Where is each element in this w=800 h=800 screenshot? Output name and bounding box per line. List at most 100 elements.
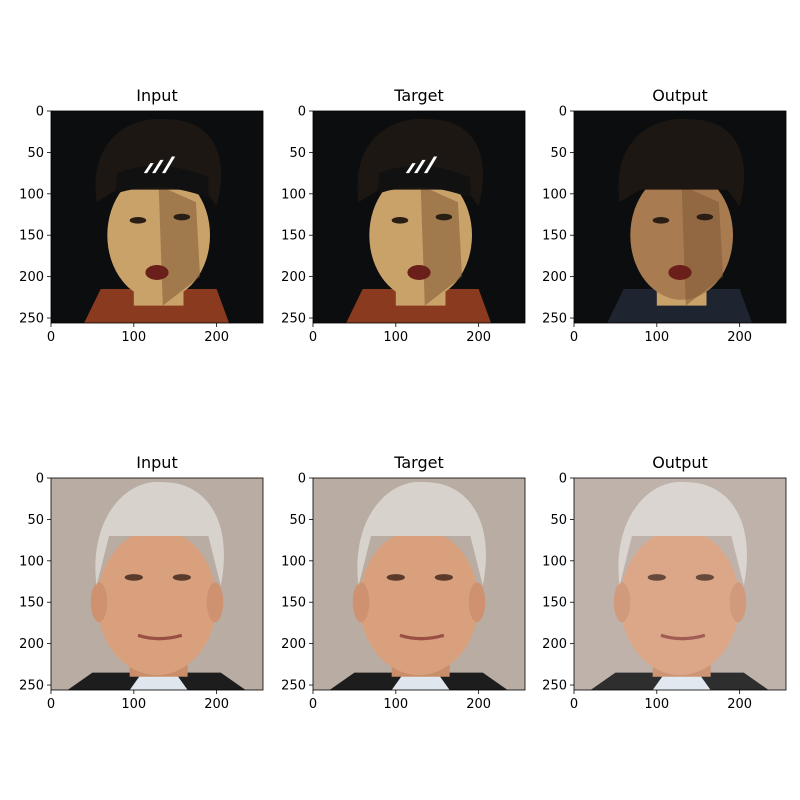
y-tick-label: 250	[281, 312, 306, 327]
hair-shape	[357, 481, 486, 586]
headband-logo	[143, 156, 176, 174]
y-tick-label: 250	[281, 679, 306, 694]
right-ear	[206, 582, 224, 623]
y-tick-label: 50	[27, 146, 44, 161]
x-tick-label: 0	[47, 330, 55, 345]
face-shadow	[420, 185, 463, 306]
photo-image	[574, 478, 786, 690]
y-tick-label: 0	[298, 105, 306, 120]
shirt-shape	[607, 289, 753, 323]
y-tick-label: 100	[281, 187, 306, 202]
left-eye	[129, 217, 147, 224]
panel-title: Target	[394, 453, 444, 472]
y-tick-label: 0	[298, 472, 306, 487]
y-tick-label: 50	[550, 146, 567, 161]
face-shadow	[681, 185, 724, 306]
right-eye	[695, 574, 714, 581]
axes-frame	[50, 110, 264, 324]
y-tick-label: 150	[19, 596, 44, 611]
axes-frame	[573, 110, 787, 324]
left-eye	[124, 574, 143, 581]
photo-image	[574, 111, 786, 323]
hair-shape	[618, 481, 747, 586]
mouth-shape	[660, 633, 706, 641]
left-eye	[652, 217, 670, 224]
x-tick-label: 100	[383, 697, 408, 712]
x-tick-label: 200	[466, 697, 491, 712]
x-tick-label: 0	[47, 697, 55, 712]
y-tick-label: 200	[542, 270, 567, 285]
face-shape	[97, 529, 217, 676]
mouth-shape	[668, 265, 692, 280]
headband-shape	[115, 165, 209, 198]
left-ear	[90, 582, 108, 623]
y-tick-label: 50	[27, 513, 44, 528]
face-shape	[620, 529, 740, 676]
y-tick-label: 200	[281, 637, 306, 652]
x-tick-label: 100	[644, 697, 669, 712]
headband-logo	[405, 156, 438, 174]
y-tick-label: 50	[289, 146, 306, 161]
y-tick-label: 100	[281, 554, 306, 569]
y-tick-label: 50	[289, 513, 306, 528]
x-tick-label: 200	[204, 330, 229, 345]
right-eye	[434, 574, 453, 581]
x-tick-label: 100	[121, 330, 146, 345]
y-tick-label: 150	[281, 229, 306, 244]
mouth-shape	[137, 633, 183, 641]
left-eye	[391, 217, 409, 224]
y-tick-label: 0	[559, 105, 567, 120]
shirt-shape	[346, 289, 492, 323]
smoothing-overlay	[574, 478, 786, 690]
y-tick-label: 250	[19, 312, 44, 327]
right-eye	[173, 213, 191, 221]
shirt-shape	[84, 289, 230, 323]
y-tick-label: 200	[542, 637, 567, 652]
y-tick-label: 50	[550, 513, 567, 528]
x-tick-label: 0	[309, 697, 317, 712]
y-tick-label: 250	[542, 679, 567, 694]
x-tick-label: 0	[309, 330, 317, 345]
x-tick-label: 100	[383, 330, 408, 345]
hair-shape	[618, 118, 745, 207]
mouth-shape	[145, 265, 169, 280]
x-tick-label: 0	[570, 697, 578, 712]
collar-shape	[391, 672, 450, 690]
x-tick-label: 0	[570, 330, 578, 345]
y-tick-label: 100	[19, 554, 44, 569]
axes-frame	[50, 477, 264, 691]
x-tick-label: 200	[466, 330, 491, 345]
y-tick-label: 0	[559, 472, 567, 487]
y-tick-label: 150	[542, 229, 567, 244]
right-ear	[468, 582, 486, 623]
y-tick-label: 250	[542, 312, 567, 327]
panel-title: Target	[394, 86, 444, 105]
x-tick-label: 200	[727, 330, 752, 345]
left-ear	[613, 582, 631, 623]
collar-shape	[129, 672, 188, 690]
panel-title: Output	[652, 86, 708, 105]
y-tick-label: 0	[36, 472, 44, 487]
panel-title: Input	[136, 86, 178, 105]
photo-image	[51, 111, 263, 323]
y-tick-label: 200	[19, 270, 44, 285]
photo-image	[313, 478, 525, 690]
y-tick-label: 100	[542, 554, 567, 569]
photo-image	[313, 111, 525, 323]
axes-frame	[312, 477, 526, 691]
y-tick-label: 250	[19, 679, 44, 694]
x-tick-label: 200	[204, 697, 229, 712]
panel-title: Output	[652, 453, 708, 472]
face-shadow	[158, 185, 201, 306]
y-tick-label: 200	[19, 637, 44, 652]
panel-title: Input	[136, 453, 178, 472]
x-tick-label: 100	[121, 697, 146, 712]
photo-image	[51, 478, 263, 690]
headband-shape	[377, 165, 471, 198]
y-tick-label: 0	[36, 105, 44, 120]
